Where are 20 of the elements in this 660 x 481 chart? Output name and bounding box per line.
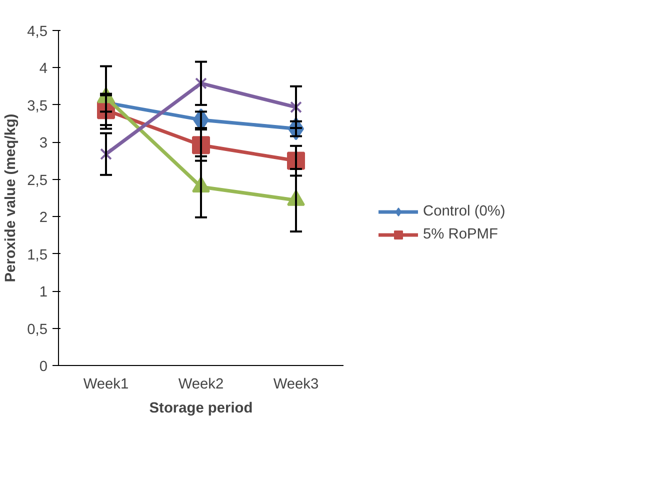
- y-tick-label: 2,5: [27, 172, 48, 189]
- y-tick-label: 4,5: [27, 24, 48, 40]
- y-tick-label: 0: [39, 359, 48, 375]
- y-tick-label: 1: [39, 284, 48, 301]
- x-tick-label: Week3: [273, 376, 319, 392]
- x-tick-label: Week2: [178, 376, 224, 392]
- y-tick-label: 4: [39, 61, 48, 78]
- legend-label: 5% RoPMF: [423, 226, 498, 242]
- point: [290, 101, 302, 114]
- y-tick-label: 2: [39, 210, 48, 226]
- y-tick-label: 0,5: [27, 322, 48, 338]
- x-axis-title: Storage period: [149, 400, 253, 416]
- legend-label: Control (0%): [423, 204, 506, 220]
- point: [195, 77, 207, 90]
- point: [100, 148, 112, 160]
- x-tick-label: Week1: [83, 376, 129, 392]
- y-tick-label: 1,5: [27, 247, 48, 264]
- y-tick-label: 3: [39, 136, 48, 152]
- y-tick-label: 3,5: [27, 98, 48, 114]
- y-axis-title: Peroxide value (meq/kg): [3, 114, 20, 282]
